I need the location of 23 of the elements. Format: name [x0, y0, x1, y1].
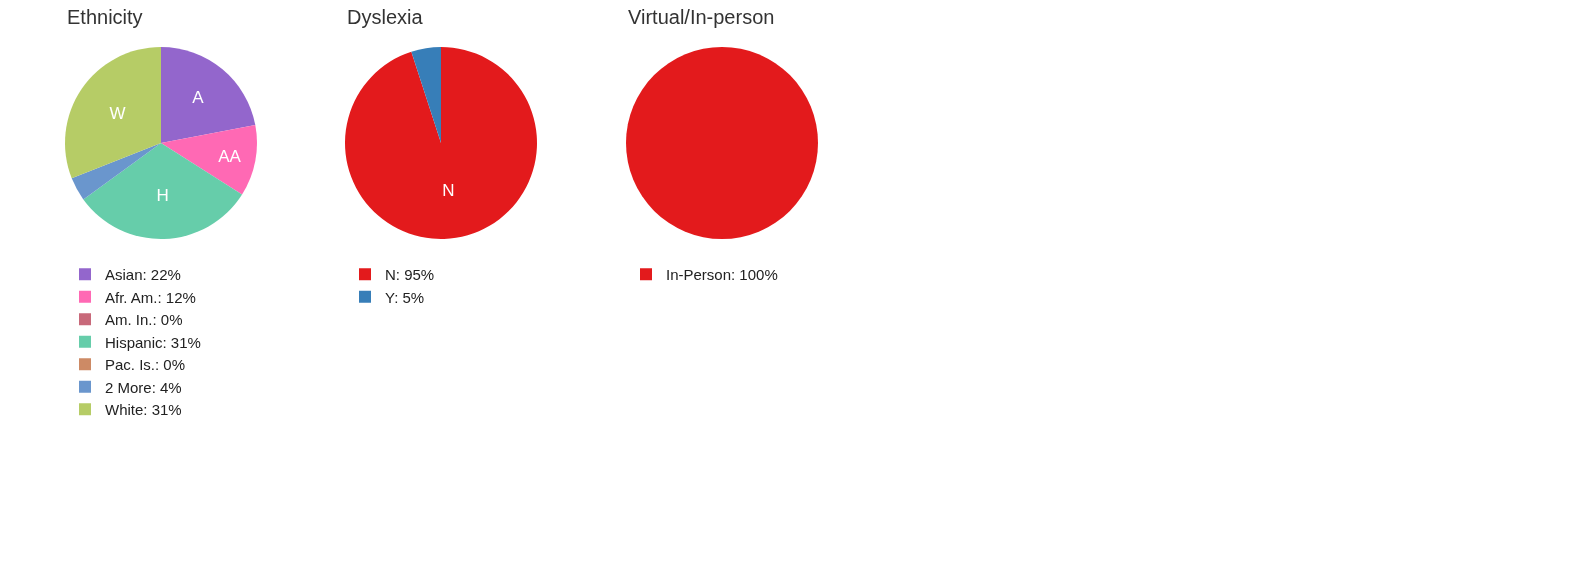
- legend-label: White: 31%: [105, 401, 182, 419]
- legend-label: In-Person: 100%: [666, 266, 778, 284]
- data-label: N: [442, 180, 455, 200]
- legend-label: N: 95%: [385, 266, 435, 284]
- legend-label: 2 More: 4%: [105, 378, 182, 396]
- data-label: AA: [218, 146, 242, 166]
- legend-label: Afr. Am.: 12%: [105, 288, 196, 306]
- data-label: A: [192, 88, 205, 108]
- chart-title: Virtual/In-person: [628, 6, 775, 28]
- legend-label: Hispanic: 31%: [105, 333, 201, 351]
- pie-slice: [411, 47, 441, 143]
- pie-slice: [83, 143, 243, 239]
- pie-slice: [65, 47, 161, 179]
- chart-title: Ethnicity: [67, 6, 143, 28]
- legend-label: Asian: 22%: [105, 266, 181, 284]
- legend-label: Y: 5%: [385, 288, 425, 306]
- legend-label: Am. In.: 0%: [105, 311, 183, 329]
- data-label: H: [156, 186, 169, 206]
- legend-label: Pac. Is.: 0%: [105, 356, 186, 374]
- chart-title: Dyslexia: [347, 6, 424, 28]
- data-label: W: [109, 103, 126, 123]
- pie-slice: [161, 47, 256, 143]
- pie-slice: [345, 47, 537, 239]
